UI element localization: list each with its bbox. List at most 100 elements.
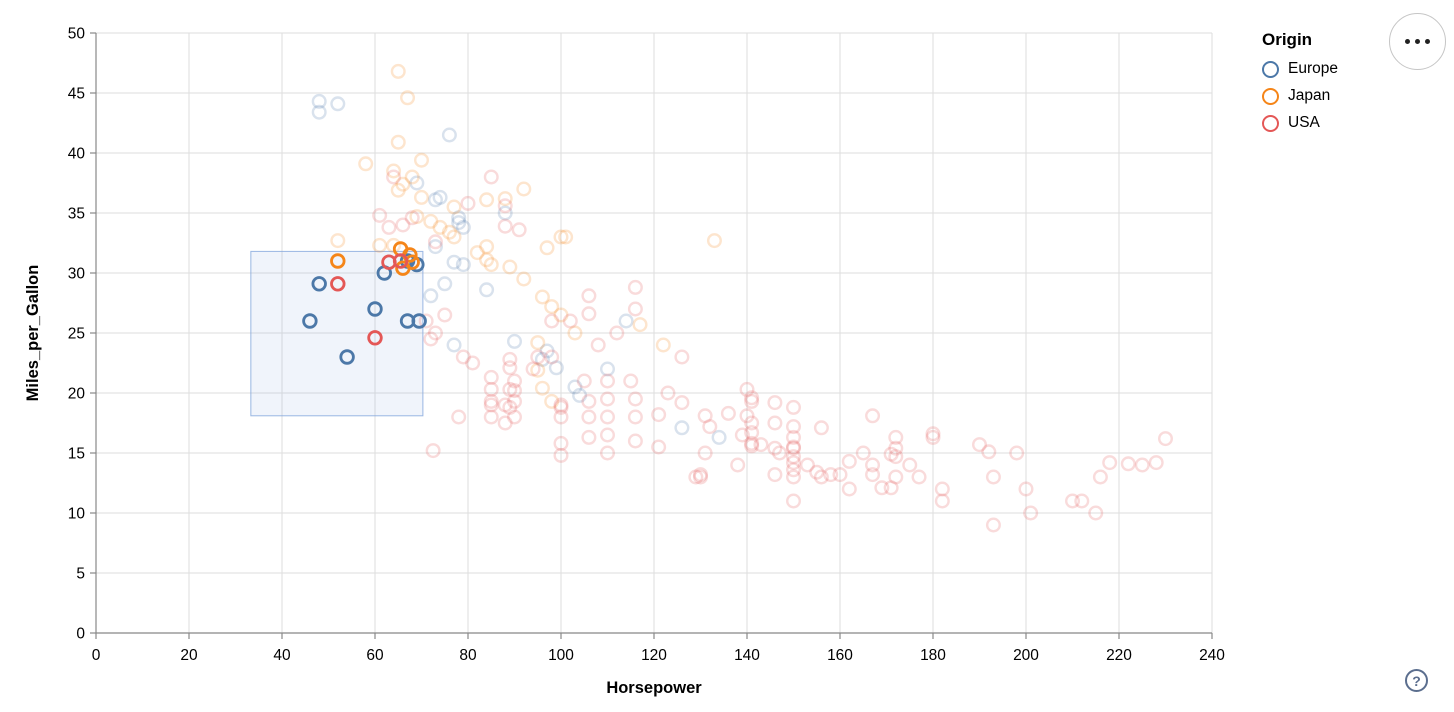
data-point	[502, 399, 518, 415]
data-point	[330, 233, 346, 249]
data-point	[423, 288, 439, 304]
data-point	[702, 419, 718, 435]
data-point	[632, 317, 648, 333]
points-unselected	[311, 63, 1173, 533]
data-point	[674, 395, 690, 411]
points-selected	[302, 241, 427, 365]
data-point-selected	[367, 330, 383, 346]
data-point	[511, 222, 527, 238]
data-point	[497, 205, 513, 221]
legend-label-japan: Japan	[1288, 87, 1331, 104]
legend: Origin Europe Japan USA	[1262, 30, 1338, 141]
data-point	[483, 369, 499, 385]
data-point	[730, 457, 746, 473]
data-point	[497, 218, 513, 234]
help-button[interactable]: ?	[1405, 669, 1428, 692]
data-point	[744, 393, 760, 409]
data-point	[786, 440, 802, 456]
svg-text:50: 50	[68, 26, 86, 43]
data-point	[865, 467, 881, 483]
data-point	[455, 257, 471, 273]
data-point	[497, 198, 513, 214]
data-point	[581, 429, 597, 445]
y-axis: 0 5 10 15 20 25 30 35 40 45 50 Miles_per_Gallon	[24, 26, 97, 643]
data-point	[888, 429, 904, 445]
data-point	[883, 480, 899, 496]
svg-text:100: 100	[548, 647, 574, 664]
data-point	[507, 333, 523, 349]
data-point	[786, 429, 802, 445]
legend-title: Origin	[1262, 30, 1313, 49]
data-point	[544, 299, 560, 315]
data-point	[1018, 481, 1034, 497]
data-point	[799, 457, 815, 473]
data-point	[516, 271, 532, 287]
y-axis-title: Miles_per_Gallon	[24, 265, 42, 402]
data-point	[553, 229, 569, 245]
data-point	[767, 395, 783, 411]
data-point-selected	[395, 260, 411, 276]
data-point	[386, 169, 402, 185]
data-point	[502, 259, 518, 275]
data-point	[465, 355, 481, 371]
legend-item-europe[interactable]: Europe	[1262, 60, 1338, 78]
legend-item-usa[interactable]: USA	[1262, 114, 1338, 132]
data-point	[902, 457, 918, 473]
data-point	[720, 405, 736, 421]
data-point	[744, 390, 760, 406]
data-point	[530, 362, 546, 378]
data-point	[414, 189, 430, 205]
more-options-button[interactable]	[1389, 13, 1446, 70]
data-point	[567, 325, 583, 341]
data-point	[544, 349, 560, 365]
svg-text:220: 220	[1106, 647, 1132, 664]
data-point	[427, 234, 443, 250]
data-point	[813, 469, 829, 485]
data-point	[1064, 493, 1080, 509]
data-point	[483, 257, 499, 273]
data-point	[432, 189, 448, 205]
legend-item-japan[interactable]: Japan	[1262, 87, 1338, 105]
data-point	[483, 381, 499, 397]
data-point	[451, 215, 467, 231]
svg-text:160: 160	[827, 647, 853, 664]
data-point	[786, 455, 802, 471]
svg-text:0: 0	[92, 647, 101, 664]
data-point-selected	[392, 253, 409, 269]
data-point	[497, 191, 513, 207]
data-point	[739, 408, 755, 424]
europe-swatch-icon	[1262, 60, 1279, 78]
data-point	[381, 219, 397, 235]
data-point	[767, 415, 783, 431]
data-point	[432, 219, 448, 235]
data-point	[330, 96, 346, 112]
data-point-selected	[411, 313, 427, 329]
data-point	[609, 325, 625, 341]
data-point	[544, 393, 560, 409]
data-point	[507, 409, 523, 425]
data-point	[423, 213, 439, 229]
data-point	[660, 385, 676, 401]
data-point	[744, 415, 760, 431]
data-point	[832, 467, 848, 483]
data-point	[425, 443, 441, 459]
data-point	[427, 192, 443, 208]
data-point	[744, 435, 760, 451]
data-point	[786, 439, 802, 455]
data-point	[674, 349, 690, 365]
data-point	[311, 104, 327, 120]
data-point	[469, 245, 485, 261]
data-point	[1092, 469, 1108, 485]
data-point	[372, 237, 388, 253]
data-point	[744, 438, 760, 454]
data-point	[409, 175, 425, 191]
data-point	[888, 469, 904, 485]
data-point	[786, 419, 802, 435]
data-point-selected	[330, 276, 346, 292]
x-axis-title: Horsepower	[606, 679, 702, 697]
data-point	[530, 349, 546, 365]
brush-selection[interactable]	[250, 250, 424, 417]
data-point	[446, 199, 462, 215]
